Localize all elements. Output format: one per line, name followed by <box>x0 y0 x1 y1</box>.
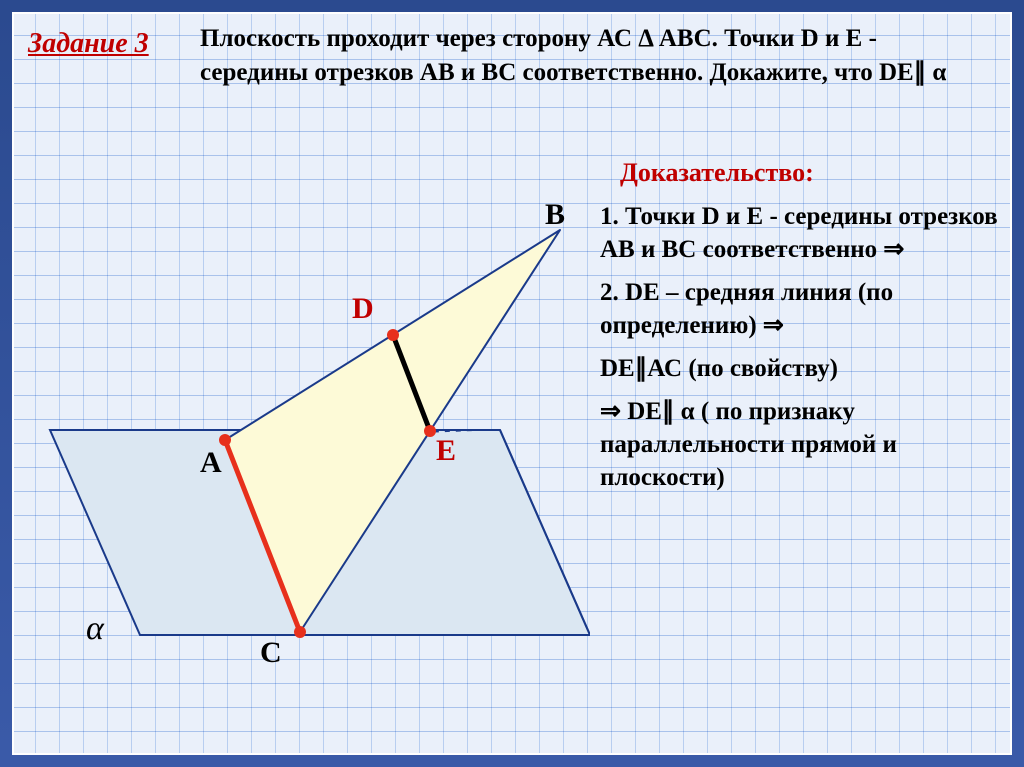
proof-heading: Доказательство: <box>620 158 814 188</box>
proof-body: 1. Точки D и E - середины отрезков АВ и … <box>600 200 1000 504</box>
point-label-E: E <box>436 434 456 468</box>
point-label-C: C <box>260 636 282 670</box>
plane-label-alpha: α <box>86 610 104 648</box>
diagram-svg <box>30 190 590 710</box>
task-title: Задание 3 <box>28 28 149 60</box>
point-label-A: A <box>200 446 222 480</box>
geometry-diagram: A B C D E α <box>30 190 590 710</box>
point-label-B: B <box>545 198 565 232</box>
point-label-D: D <box>352 292 374 326</box>
problem-statement: Плоскость проходит через сторону АС Δ АВ… <box>200 22 990 90</box>
proof-step-1: 1. Точки D и E - середины отрезков АВ и … <box>600 200 1000 266</box>
proof-step-4: ⇒ DE∥ α ( по признаку параллельности пря… <box>600 395 1000 494</box>
proof-step-2: 2. DE – средняя линия (по определению) ⇒ <box>600 276 1000 342</box>
proof-step-3: DE∥АС (по свойству) <box>600 352 1000 385</box>
